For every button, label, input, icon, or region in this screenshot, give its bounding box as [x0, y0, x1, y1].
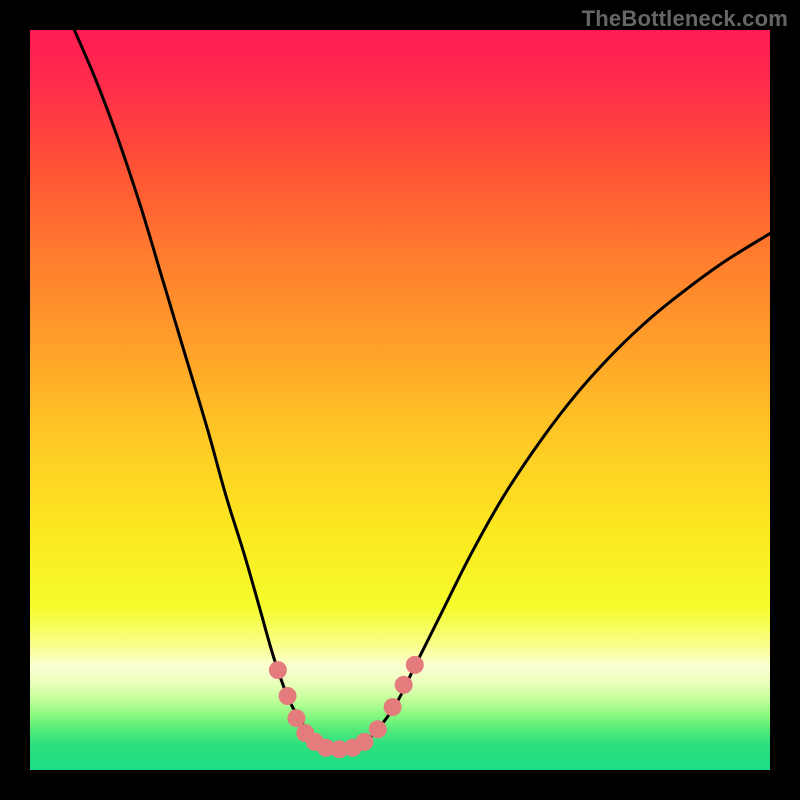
curve-marker — [355, 733, 373, 751]
chart-frame: TheBottleneck.com — [0, 0, 800, 800]
curve-marker — [369, 720, 387, 738]
chart-plot-area — [30, 30, 770, 770]
watermark-text: TheBottleneck.com — [582, 6, 788, 32]
chart-background — [30, 30, 770, 770]
curve-marker — [269, 661, 287, 679]
curve-marker — [406, 656, 424, 674]
curve-marker — [279, 687, 297, 705]
curve-marker — [384, 698, 402, 716]
curve-marker — [395, 676, 413, 694]
chart-svg — [30, 30, 770, 770]
